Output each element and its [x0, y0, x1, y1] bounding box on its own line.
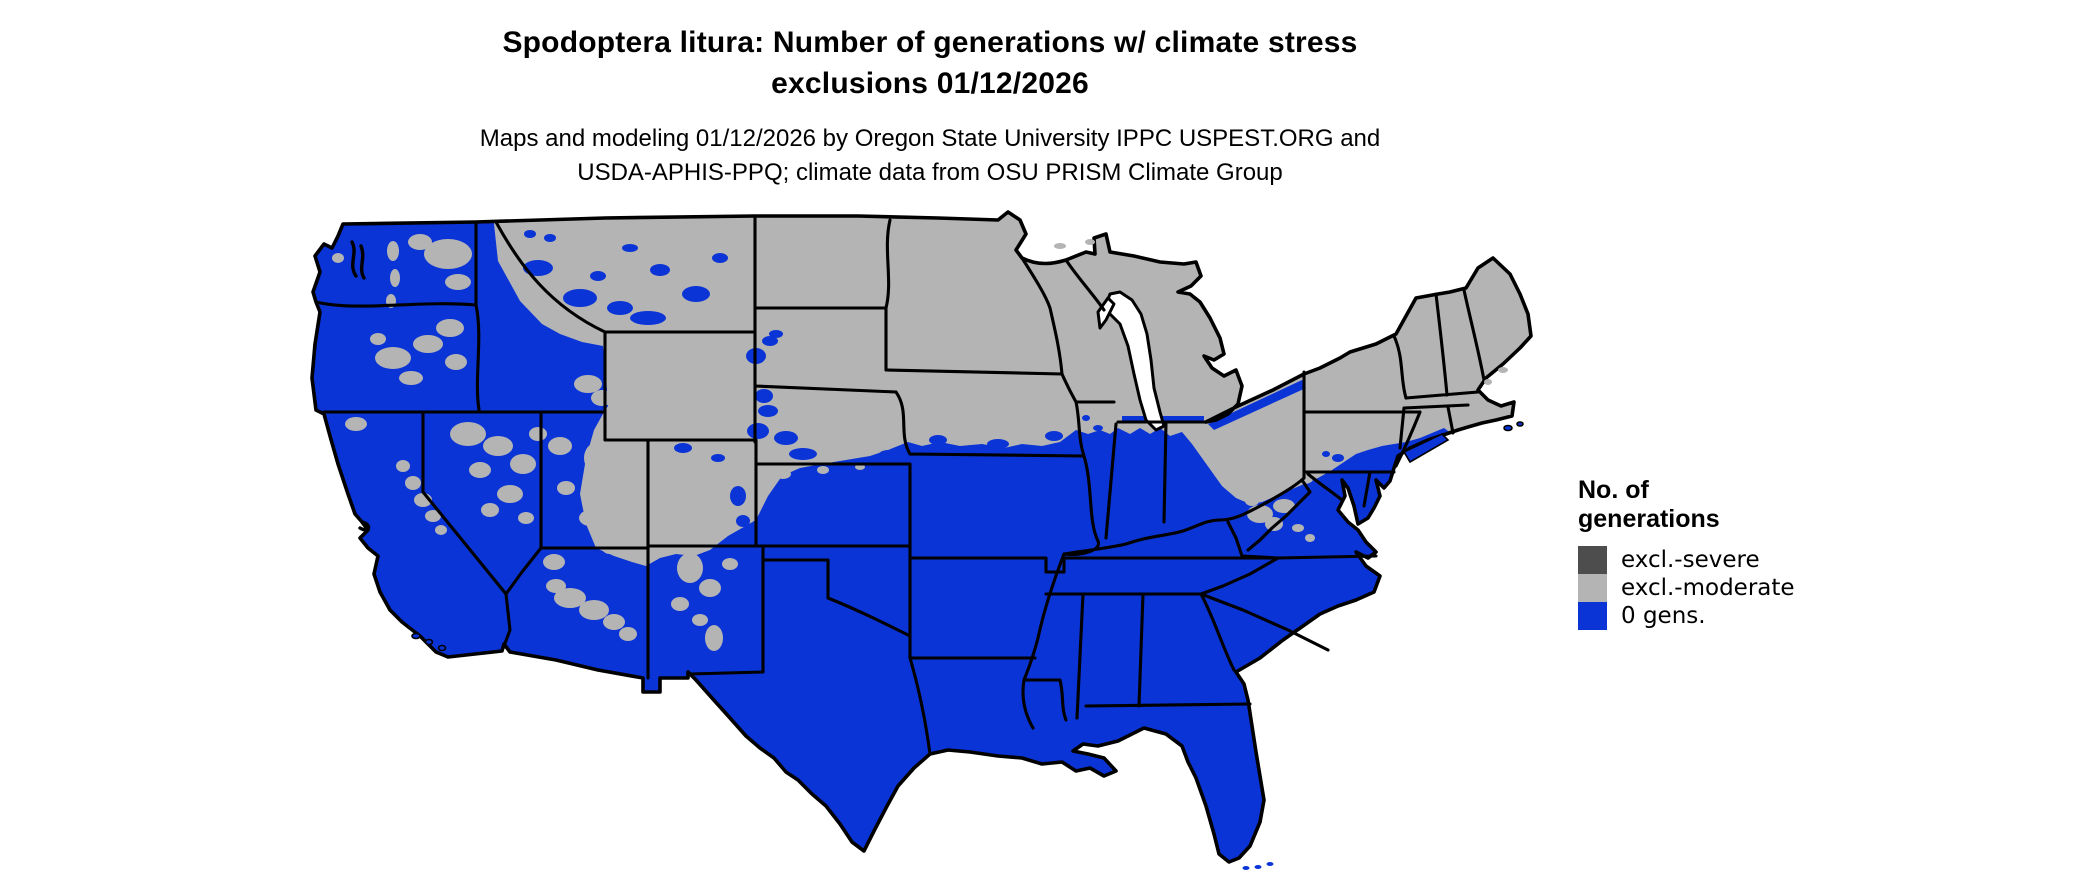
legend-rows: excl.-severe excl.-moderate 0 gens. — [1578, 546, 1878, 630]
us-map — [298, 206, 1542, 882]
green-bay — [1096, 296, 1116, 330]
san-francisco-bay-detail — [358, 520, 371, 532]
legend-title-line2: generations — [1578, 505, 1720, 533]
lake-erie-shore-blue — [1208, 380, 1306, 430]
lake-superior-island — [1085, 239, 1095, 245]
channel-island — [411, 632, 421, 640]
us-outline — [310, 210, 1533, 864]
zero-gens-swatch — [1578, 602, 1607, 630]
page-subtitle-line2: USDA-APHIS-PPQ; climate data from OSU PR… — [577, 159, 1283, 186]
lake-superior-island — [1054, 243, 1066, 249]
offshore-islands — [411, 239, 1524, 870]
channel-island — [424, 638, 434, 646]
us-map-svg — [310, 210, 1533, 870]
map-legend: No. of generations excl.-severe excl.-mo… — [1578, 476, 1878, 630]
page-title: Spodoptera litura: Number of generations… — [390, 22, 1470, 104]
maine-coast-island — [1498, 367, 1508, 373]
page-subtitle: Maps and modeling 01/12/2026 by Oregon S… — [430, 122, 1430, 190]
state-borders — [314, 214, 1486, 756]
excl-severe-label: excl.-severe — [1621, 547, 1760, 573]
legend-item-zero-gens: 0 gens. — [1578, 602, 1878, 630]
florida-key — [1242, 866, 1250, 870]
legend-title: No. of generations — [1578, 476, 1878, 534]
cape-cod-island — [1516, 421, 1524, 427]
excl-moderate-swatch — [1578, 574, 1607, 602]
moderate-exclusion-patches — [332, 234, 1315, 651]
channel-island — [437, 644, 447, 652]
page-subtitle-line1: Maps and modeling 01/12/2026 by Oregon S… — [479, 125, 1381, 152]
page-title-line2: exclusions 01/12/2026 — [771, 67, 1089, 100]
maine-coast-island — [1484, 379, 1492, 385]
zero-gens-label: 0 gens. — [1621, 603, 1706, 629]
lake-michigan — [1102, 290, 1166, 432]
legend-item-excl-severe: excl.-severe — [1578, 546, 1878, 574]
excl-severe-swatch — [1578, 546, 1607, 574]
page-title-line1: Spodoptera litura: Number of generations… — [502, 26, 1358, 59]
florida-key — [1254, 865, 1262, 869]
puget-sound-detail — [350, 240, 366, 280]
long-island — [1402, 433, 1450, 464]
legend-title-line1: No. of — [1578, 476, 1649, 504]
excl-moderate-label: excl.-moderate — [1621, 575, 1795, 601]
great-lakes — [1096, 290, 1166, 432]
cape-cod-island — [1503, 424, 1513, 432]
florida-key — [1266, 862, 1274, 866]
zero-generations-region — [312, 212, 1531, 862]
legend-item-excl-moderate: excl.-moderate — [1578, 574, 1878, 602]
